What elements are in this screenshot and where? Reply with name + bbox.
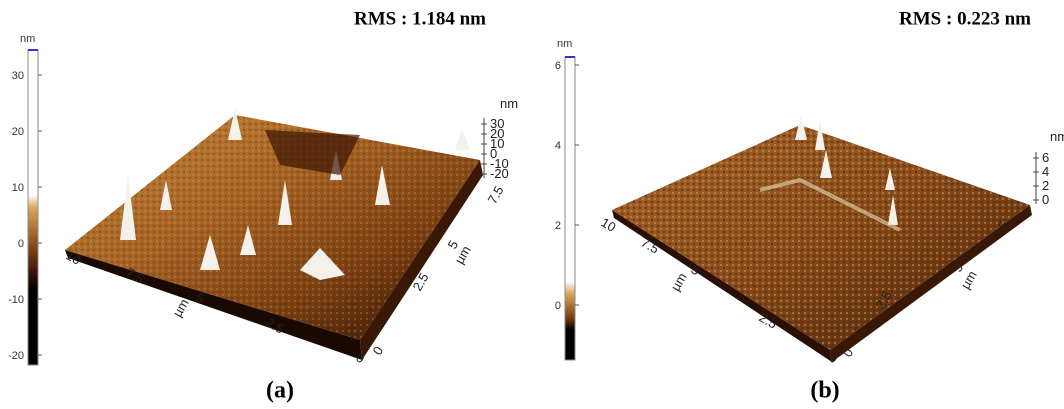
panel-label: (a) [266,378,294,404]
y-tick-label: 0 [370,344,387,358]
panel-label: (b) [810,378,839,404]
z-axis-unit: nm [1050,129,1064,144]
z-tick-label: -20 [490,166,509,181]
colorbar-tick-label: 10 [12,182,24,194]
rms-title: RMS : 1.184 nm [354,8,486,29]
rms-title: RMS : 0.223 nm [899,8,1031,29]
colorbar-tick-label: 0 [18,238,24,250]
color-bar [565,57,575,360]
colorbar-tick-label: 0 [555,300,561,312]
figure: RMS : 1.184 nm(a)nm3020100-10-20nm302010… [0,0,1064,409]
colorbar-tick-label: 30 [12,70,24,82]
y-tick-label: 7.5 [485,183,507,206]
colorbar-tick-label: 2 [555,220,561,232]
colorbar-tick-label: 4 [555,140,561,152]
afm-surface [612,115,1032,362]
z-tick-label: 0 [1042,192,1049,207]
colorbar-unit: nm [20,33,35,45]
colorbar-tick-label: -20 [8,350,24,362]
colorbar-unit: nm [557,38,572,50]
x-axis-unit: µm [668,270,690,293]
color-bar [28,50,38,365]
colorbar-tick-label: 20 [12,126,24,138]
z-tick-label: 4 [1042,164,1049,179]
z-axis-unit: nm [500,96,518,111]
colorbar-tick-label: -10 [8,294,24,306]
z-tick-label: 6 [1042,150,1049,165]
z-tick-label: 2 [1042,178,1049,193]
colorbar-tick-label: 6 [555,60,561,72]
